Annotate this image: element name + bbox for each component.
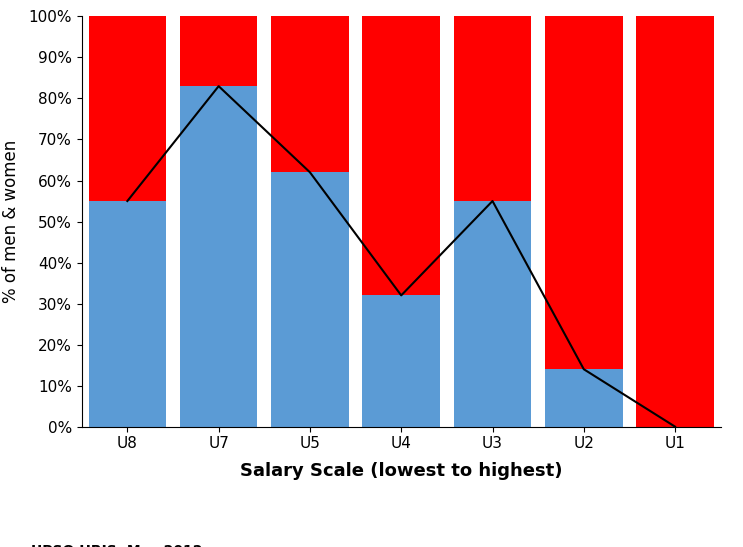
Bar — [454, 16, 531, 201]
Bar — [271, 16, 348, 172]
Bar — [454, 201, 531, 427]
Bar — [545, 16, 623, 369]
Bar — [180, 16, 257, 86]
Bar — [363, 295, 440, 427]
Bar — [180, 86, 257, 427]
Bar — [545, 369, 623, 427]
Bar — [363, 16, 440, 295]
Bar — [271, 172, 348, 427]
X-axis label: Salary Scale (lowest to highest): Salary Scale (lowest to highest) — [240, 463, 562, 480]
Bar — [636, 16, 714, 427]
Bar — [88, 201, 166, 427]
Y-axis label: % of men & women: % of men & women — [2, 140, 20, 303]
Bar — [88, 16, 166, 201]
Text: UPSO HRIS, May 2012: UPSO HRIS, May 2012 — [30, 544, 202, 547]
